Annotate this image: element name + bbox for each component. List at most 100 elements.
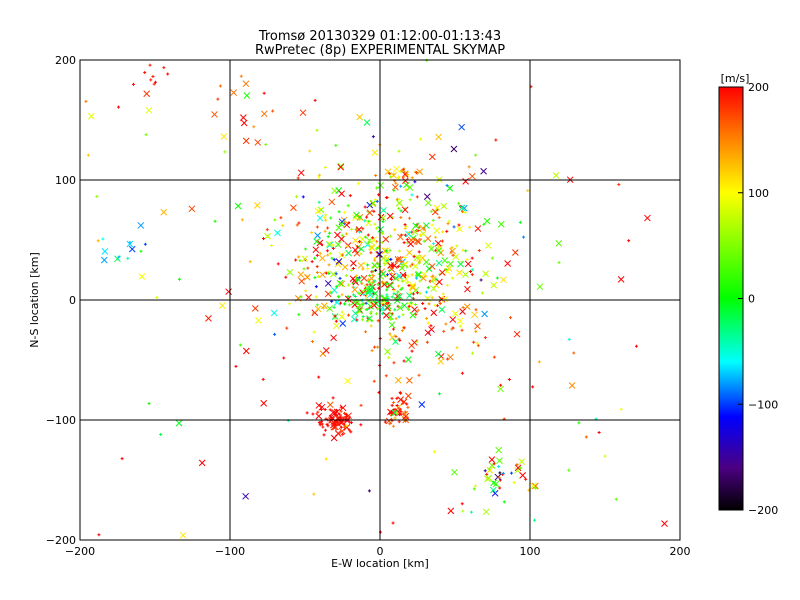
data-point-plus-marker [364,235,368,239]
data-point-plus-marker [86,153,90,157]
data-point-plus-marker [384,249,388,253]
data-point-plus-marker [341,416,345,420]
data-point-plus-marker [391,521,395,525]
data-point-x-marker [617,275,625,283]
data-point-plus-marker [320,242,324,246]
data-point-plus-marker [519,466,523,470]
data-point-plus-marker [450,246,454,250]
data-point-x-marker [255,317,262,324]
data-point-x-marker [211,111,218,118]
data-point-plus-marker [388,422,392,426]
data-point-plus-marker [412,255,416,259]
data-point-plus-marker [460,328,464,332]
data-point-plus-marker [342,425,346,429]
data-point-plus-marker [497,465,501,468]
y-tick-label: −100 [46,414,76,427]
data-point-plus-marker [407,304,411,308]
data-point-plus-marker [461,509,465,513]
data-point-plus-marker [380,301,384,305]
data-point-plus-marker [316,410,320,414]
data-point-x-marker [316,214,324,222]
data-point-x-marker [404,356,412,364]
data-point-x-marker [458,123,466,131]
data-point-plus-marker [324,213,328,217]
data-points [84,58,668,539]
data-point-plus-marker [407,283,411,287]
data-point-plus-marker [326,235,330,239]
data-point-plus-marker [433,303,437,307]
data-point-x-marker [392,274,400,282]
data-point-plus-marker [429,209,433,213]
data-point-plus-marker [452,225,456,229]
data-point-plus-marker [537,360,541,364]
data-point-plus-marker [315,303,319,307]
data-point-plus-marker [370,349,374,353]
data-point-plus-marker [430,223,434,227]
data-point-plus-marker [408,198,412,202]
data-point-plus-marker [577,421,581,425]
data-point-plus-marker [298,259,302,263]
data-point-plus-marker [502,500,506,504]
data-point-x-marker [474,322,481,330]
data-point-x-marker [254,139,262,146]
data-point-plus-marker [339,409,343,413]
data-point-x-marker [388,334,396,341]
data-point-plus-marker [417,261,421,265]
data-point-x-marker [409,311,417,319]
data-point-plus-marker [385,302,389,306]
data-point-x-marker [430,285,438,293]
data-point-plus-marker [323,215,327,219]
data-point-x-marker [396,272,403,280]
data-point-x-marker [379,214,387,222]
data-point-plus-marker [415,276,419,280]
data-point-x-marker [387,262,394,269]
data-point-x-marker [395,257,403,264]
data-point-x-marker [383,255,391,262]
data-point-plus-marker [333,314,337,318]
data-point-x-marker [339,320,347,327]
data-point-plus-marker [317,175,321,179]
data-point-x-marker [371,149,379,156]
data-point-plus-marker [311,339,315,343]
data-point-plus-marker [294,258,298,262]
data-point-plus-marker [328,414,332,418]
data-point-x-marker [451,468,458,476]
data-point-plus-marker [512,481,516,485]
data-point-x-marker [394,376,402,384]
data-point-plus-marker [392,188,396,192]
data-point-x-marker [160,208,168,216]
data-point-plus-marker [295,223,299,227]
data-point-x-marker [274,229,281,237]
data-point-plus-marker [384,196,388,200]
data-point-plus-marker [271,109,275,113]
data-point-plus-marker [306,266,310,270]
data-point-x-marker [441,257,449,264]
data-point-plus-marker [417,250,421,254]
data-point-plus-marker [332,258,336,262]
data-point-x-marker [330,434,338,442]
data-point-plus-marker [101,237,105,241]
data-point-x-marker [423,193,431,200]
data-point-x-marker [519,472,527,479]
data-point-plus-marker [399,184,403,188]
data-point-x-marker [225,288,232,296]
data-point-plus-marker [238,343,242,347]
data-point-x-marker [490,281,498,289]
data-point-x-marker [449,316,457,323]
data-point-plus-marker [409,301,413,305]
data-point-plus-marker [366,267,370,271]
data-point-x-marker [447,353,454,361]
data-point-x-marker [343,417,351,424]
data-point-plus-marker [147,401,151,405]
data-point-plus-marker [363,261,367,265]
data-point-plus-marker [396,290,400,294]
data-point-plus-marker [367,489,371,493]
data-point-x-marker [434,239,442,247]
data-point-plus-marker [313,276,317,280]
data-point-x-marker [355,276,362,284]
data-point-plus-marker [213,219,217,223]
data-point-x-marker [380,206,387,214]
data-point-x-marker [312,246,320,254]
x-tick-label: −100 [215,545,245,558]
data-point-plus-marker [95,195,99,199]
